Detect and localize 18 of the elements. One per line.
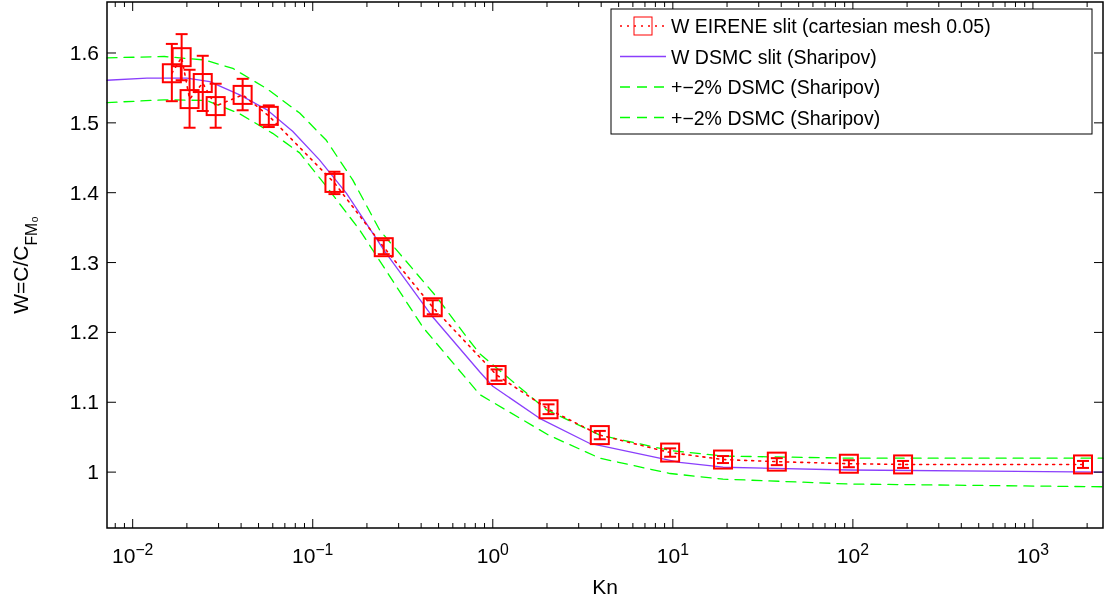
x-tick-label: 10$^{−2}$ — [112, 540, 154, 567]
y-tick-label: 1.6 — [69, 40, 99, 64]
legend-label: W DSMC slit (Sharipov) — [671, 45, 877, 68]
y-tick-label: 1.1 — [69, 390, 99, 414]
y-tick-label: 1 — [87, 460, 99, 484]
legend-label: W EIRENE slit (cartesian mesh 0.05) — [671, 15, 991, 37]
legend-label: +−2% DSMC (Sharipov) — [671, 76, 881, 98]
x-tick-label: 10$^{3}$ — [1016, 540, 1050, 567]
x-tick-label: 10$^{1}$ — [656, 540, 689, 567]
y-tick-label: 1.2 — [69, 320, 99, 344]
y-tick-label: 1.4 — [69, 180, 100, 204]
x-axis-title: Kn — [592, 575, 618, 598]
y-tick-label: 1.5 — [69, 110, 99, 134]
x-tick-label: 10$^{2}$ — [836, 540, 869, 567]
x-tick-label: 10$^{−1}$ — [292, 540, 334, 567]
x-tick-label: 10$^{0}$ — [476, 540, 510, 567]
legend-label: +−2% DSMC (Sharipov) — [671, 106, 881, 129]
y-tick-label: 1.3 — [69, 250, 99, 274]
